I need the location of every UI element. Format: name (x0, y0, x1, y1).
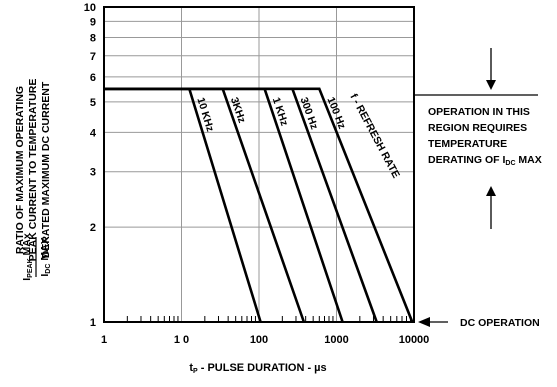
x-tick-label: 1 (101, 334, 107, 346)
y-axis-label-line-2: PEAK CURRENT TO TEMPERATURE (27, 79, 39, 262)
region-annotation: OPERATION IN THIS REGION REQUIRES TEMPER… (414, 48, 542, 229)
series-caption: f - REFRESH RATE (347, 92, 402, 180)
x-tick-labels: 1 1 0 100 1000 10000 (101, 334, 429, 346)
dc-operation-label: DC OPERATION (460, 317, 540, 329)
x-tick-label: 100 (250, 334, 268, 346)
fraction-numerator: IPEAK MAx (21, 233, 34, 281)
y-axis-fraction: IPEAK MAx IDC MAX (21, 233, 52, 281)
series-line-4 (104, 87, 414, 323)
dc-arrow-head (418, 317, 430, 327)
arrow-up-head (486, 186, 496, 196)
y-tick-label: 5 (90, 97, 96, 109)
y-tick-label: 2 (90, 222, 96, 234)
region-line-3: TEMPERATURE (428, 138, 507, 150)
y-tick-label: 10 (84, 2, 96, 14)
y-tick-label: 7 (90, 51, 96, 63)
region-line-2: REGION REQUIRES (428, 122, 527, 134)
plot-frame (103, 6, 415, 323)
x-tick-label: 1000 (324, 334, 348, 346)
y-tick-label: 3 (90, 167, 96, 179)
dc-operation-annotation: DC OPERATION (418, 317, 540, 329)
x-axis-label: tP - PULSE DURATION - µs (189, 362, 326, 375)
arrow-down-head (486, 80, 496, 90)
y-tick-label: 6 (90, 72, 96, 84)
region-line-1: OPERATION IN THIS (428, 106, 530, 118)
x-tick-label: 1 0 (174, 334, 189, 346)
y-axis-label-line-3: DERATED MAXIMUM DC CURRENT (40, 81, 52, 258)
x-tick-label: 10000 (399, 334, 430, 346)
y-axis-label-line-1: RATIO OF MAXIMUM OPERATING (14, 86, 26, 254)
y-tick-labels: 1 2 3 4 5 6 7 8 9 10 (84, 2, 97, 329)
y-axis-label: RATIO OF MAXIMUM OPERATING PEAK CURRENT … (14, 79, 52, 262)
y-tick-label: 4 (90, 127, 97, 139)
series-lines: 10 KHz 3KHz 1 KHz 300 Hz 100 Hz (104, 87, 414, 323)
region-line-4: DERATING OF IDC MAX (428, 154, 542, 167)
grid (104, 7, 414, 322)
y-tick-label: 8 (90, 33, 96, 45)
y-tick-label: 1 (90, 317, 96, 329)
fraction-denominator: IDC MAX (39, 237, 52, 276)
y-tick-label: 9 (90, 16, 96, 28)
